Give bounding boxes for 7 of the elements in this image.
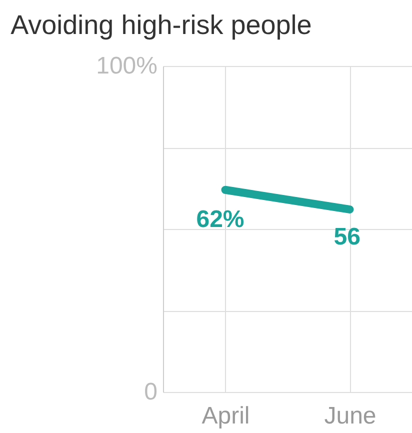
- y-tick-label: 0: [144, 378, 158, 406]
- chart-title: Avoiding high-risk people: [10, 10, 312, 40]
- y-tick-label: 100%: [96, 52, 158, 80]
- data-label: 62%: [196, 206, 244, 233]
- x-tick-label: June: [324, 402, 376, 430]
- data-label: 56: [334, 223, 360, 250]
- x-tick-label: April: [202, 402, 250, 430]
